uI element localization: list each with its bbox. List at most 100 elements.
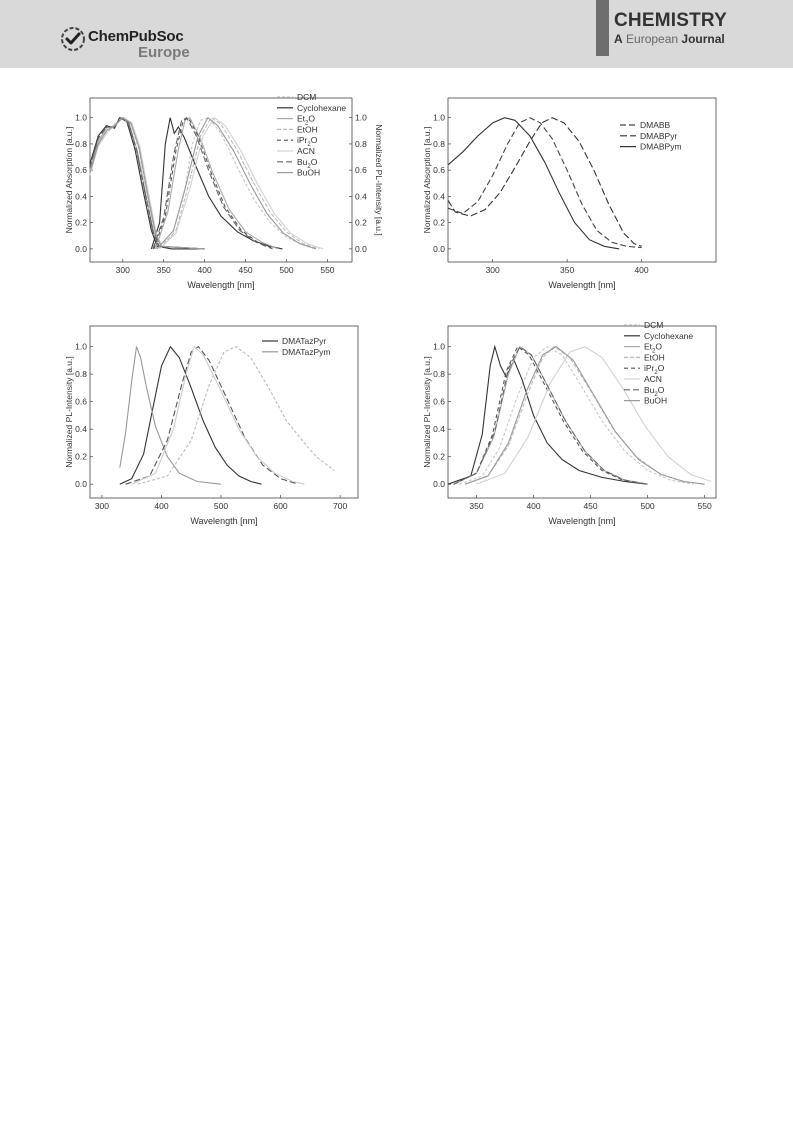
series-line (453, 345, 646, 485)
pl-line (154, 116, 279, 250)
absorption-line (89, 116, 205, 250)
plot-frame (89, 325, 359, 499)
x-tick-label: 350 (560, 265, 574, 275)
legend-label: Bu2O (297, 157, 318, 170)
x-tick-label: 500 (279, 265, 293, 275)
x-tick-label: 300 (486, 265, 500, 275)
pl-line (156, 116, 317, 250)
pl-line (159, 116, 324, 250)
y-tick-label: 0.2 (433, 452, 445, 462)
series-line (459, 345, 694, 485)
legend-label: DMABPym (640, 142, 682, 152)
series-line (125, 345, 299, 485)
x-tick-label: 700 (333, 501, 347, 511)
journal-accent-bar (596, 0, 609, 56)
y-tick-label: 0.6 (75, 165, 87, 175)
y-tick-label: 0.4 (433, 424, 445, 434)
x-axis-label: Wavelength [nm] (548, 516, 615, 526)
plot-frame (89, 97, 353, 263)
pl-line (150, 117, 283, 250)
y2-tick-label: 0.0 (355, 244, 367, 254)
absorption-line (89, 116, 205, 250)
legend-label: DCM (644, 320, 663, 330)
chart-pl-solvents: 350 400 450 500 550 0.0 0.2 0.4 0.6 0.8 1.0 Wavelen… (422, 320, 717, 526)
y-tick-label: 1.0 (433, 113, 445, 123)
y-tick-label: 0.4 (75, 191, 87, 201)
y-tick-label: 1.0 (433, 342, 445, 352)
chempubsoc-logo: ChemPubSoc Europe (60, 24, 220, 61)
journal-title: CHEMISTRY (614, 10, 727, 31)
series-group (89, 116, 324, 250)
series-line (447, 117, 642, 247)
legend-label: Bu2O (644, 385, 665, 398)
absorption-line (89, 117, 205, 250)
y-tick-label: 0.0 (433, 244, 445, 254)
y-axis-label: Normalized PL-Intensity [a.u.] (422, 356, 432, 468)
series-group (447, 344, 712, 485)
y-tick-label: 1.0 (75, 113, 87, 123)
y-tick-label: 0.6 (433, 165, 445, 175)
x-tick-label: 300 (95, 501, 109, 511)
legend-label: ACN (644, 374, 662, 384)
absorption-line (89, 117, 205, 250)
y-axis-label: Normalized Absorption [a.u.] (422, 127, 432, 234)
legend-label: Cyclohexane (644, 331, 693, 341)
y-axis-label: Normalized Absorption [a.u.] (64, 127, 74, 234)
y-axis-label: Normalized PL-Intensity [a.u.] (64, 356, 74, 468)
x-tick-label: 400 (634, 265, 648, 275)
pl-line (159, 116, 320, 250)
series-line (119, 346, 222, 485)
journal-header: ChemPubSoc Europe CHEMISTRY A European J… (0, 0, 793, 68)
pl-line (153, 116, 275, 250)
y-tick-label: 0.2 (433, 218, 445, 228)
plot-frame (447, 97, 717, 263)
series-line (453, 345, 648, 485)
legend-label: DMATazPyr (282, 336, 326, 346)
series-line (476, 345, 712, 485)
x-axis-label: Wavelength [nm] (548, 280, 615, 290)
y-tick-label: 0.4 (75, 424, 87, 434)
x-tick-label: 450 (238, 265, 252, 275)
x-tick-label: 350 (157, 265, 171, 275)
y-tick-label: 0.4 (433, 191, 445, 201)
chart-absorption-dmab: 300 350 400 0.0 0.2 0.4 0.6 0.8 1.0 Wavelength [n… (422, 97, 717, 290)
legend-label: Cyclohexane (297, 103, 346, 113)
series-line (447, 117, 642, 249)
journal-subtitle-a: A (614, 32, 623, 46)
journal-subtitle-c: Journal (681, 32, 725, 46)
legend-label: DMABB (640, 120, 671, 130)
x-axis-label: Wavelength [nm] (187, 280, 254, 290)
series-line (137, 345, 335, 485)
series-group (447, 117, 642, 250)
y-tick-label: 0.0 (75, 244, 87, 254)
legend-label: DMATazPym (282, 347, 331, 357)
series-line (453, 345, 648, 485)
journal-subtitle: A European Journal (614, 32, 725, 46)
y-tick-label: 0.2 (75, 218, 87, 228)
chart-absorption-pl-solvents: 300 350 400 450 500 550 0.0 0.2 0.4 0.6 0.8 1.0 0.0 0… (64, 92, 382, 290)
chempubsoc-logo-icon (61, 27, 85, 51)
y-tick-label: 0.6 (75, 397, 87, 407)
x-tick-label: 600 (273, 501, 287, 511)
y-tick-label: 0.8 (75, 369, 87, 379)
series-line (131, 345, 305, 485)
chart-pl-dmataz: 300 400 500 600 700 0.0 0.2 0.4 0.6 0.8 1.0 Wavelen… (64, 325, 359, 526)
series-line (119, 345, 262, 485)
x-tick-label: 400 (526, 501, 540, 511)
legend-label: DMABPyr (640, 131, 677, 141)
absorption-line (89, 116, 205, 250)
y-tick-label: 0.8 (75, 139, 87, 149)
series-line (464, 345, 705, 485)
pl-line (155, 117, 316, 250)
x-tick-label: 550 (698, 501, 712, 511)
y-tick-label: 0.6 (433, 397, 445, 407)
x-tick-label: 500 (640, 501, 654, 511)
y-tick-label: 0.0 (433, 479, 445, 489)
legend-label: EtOH (297, 124, 318, 134)
y-tick-label: 0.2 (75, 452, 87, 462)
x-tick-label: 400 (154, 501, 168, 511)
y2-axis-label: Normalized PL-Intensity [a.u.] (374, 124, 382, 236)
absorption-line (89, 116, 205, 250)
